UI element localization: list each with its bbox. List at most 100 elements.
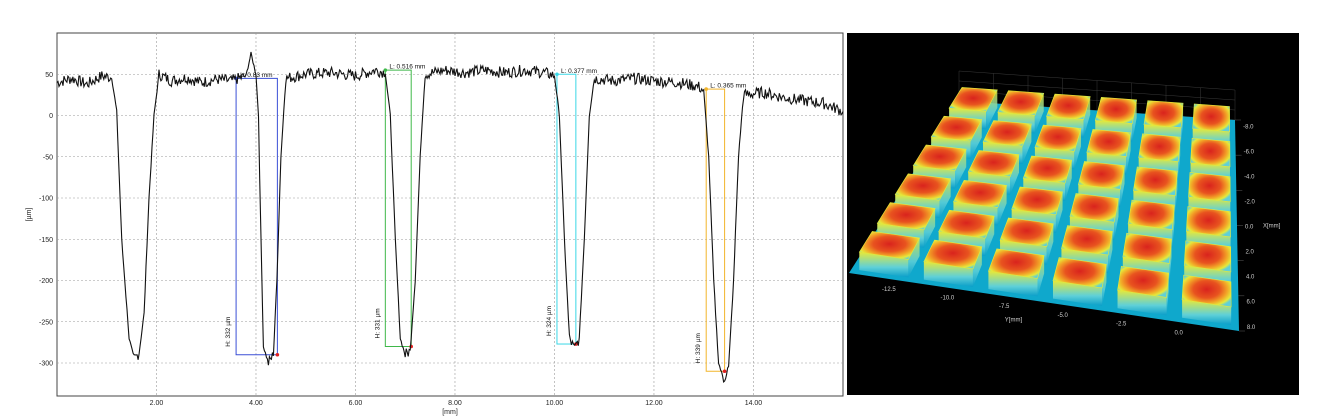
plot-area xyxy=(56,32,844,397)
x-tick-label: 10.00 xyxy=(546,400,564,407)
pad-side xyxy=(1083,96,1091,138)
pad-top xyxy=(997,90,1045,116)
y-tick-label: 50 xyxy=(45,72,53,79)
pad-top xyxy=(876,202,936,231)
pad-top xyxy=(1192,103,1231,133)
pad-side xyxy=(1108,231,1113,274)
surface-y-tick-label: -10.0 xyxy=(941,296,955,302)
pad-top xyxy=(1122,232,1172,264)
surface-pads xyxy=(858,87,1232,325)
pad-side xyxy=(1182,299,1232,325)
pad-side xyxy=(923,261,973,287)
pad-side xyxy=(939,178,951,219)
pad-top xyxy=(930,115,983,142)
pad-side xyxy=(970,119,982,159)
pad-top xyxy=(912,144,967,171)
pad-side xyxy=(1181,103,1184,146)
y-tick-label: -250 xyxy=(39,319,53,326)
pad-side xyxy=(923,208,936,248)
x-axis-label: [mm] xyxy=(442,409,458,416)
surface-x-tick-label: 2.0 xyxy=(1245,250,1254,256)
surface-y-tick-label: -12.5 xyxy=(882,287,896,293)
pad-side xyxy=(997,185,1007,226)
pad-top xyxy=(1034,124,1082,152)
pad-side xyxy=(1010,154,1019,195)
surface-x-axis-label: X[mm] xyxy=(1263,224,1281,230)
pad-side xyxy=(859,252,909,278)
surface-y-tick-label: -2.5 xyxy=(1116,322,1127,328)
pad-side xyxy=(1178,137,1181,180)
pad-side xyxy=(1175,171,1178,214)
pad-side xyxy=(1074,128,1081,170)
pad-side xyxy=(1172,205,1175,248)
surface-x-tick-label: 8.0 xyxy=(1247,325,1256,331)
surface-grid-line xyxy=(958,70,1236,91)
pad-top xyxy=(967,150,1020,178)
pad-top xyxy=(1188,172,1231,203)
surface-x-tick-label: 4.0 xyxy=(1246,275,1255,281)
pad-top xyxy=(1086,129,1131,157)
pad-side xyxy=(955,149,967,189)
pad-top xyxy=(1186,206,1231,238)
surface-y-tick-label: -5.0 xyxy=(1058,313,1069,319)
surface-grid xyxy=(958,70,1245,332)
pad-side xyxy=(1037,255,1045,297)
pad-top xyxy=(1127,199,1175,230)
width-label: L: 0.516 mm xyxy=(389,64,425,71)
y-axis-label: [µm] xyxy=(26,208,33,222)
pad-side xyxy=(1117,290,1167,316)
surface-y-tick-labels: -12.5 -10.0 -7.5 -5.0 -2.5 0.0 xyxy=(882,287,1184,337)
pad-top xyxy=(1133,166,1178,196)
height-label: H: 324 µm xyxy=(546,306,553,336)
pad-top xyxy=(938,209,995,239)
pad-top xyxy=(1117,265,1169,298)
pad-top xyxy=(1052,257,1107,289)
pad-top xyxy=(988,248,1045,279)
pad-side xyxy=(988,271,1038,297)
pad-top xyxy=(1181,274,1232,308)
measure-box xyxy=(384,69,412,347)
y-tick-label: -200 xyxy=(39,278,53,285)
height-label: H: 331 µm xyxy=(374,308,381,338)
y-tick-label: -50 xyxy=(43,154,53,161)
surface-x-tick-label: 6.0 xyxy=(1246,300,1255,306)
pad-top xyxy=(1143,100,1184,128)
surface-x-tick-label: 0.0 xyxy=(1245,225,1254,231)
pad-side xyxy=(1046,223,1054,265)
pad-side xyxy=(1132,99,1137,142)
pad-top xyxy=(1011,186,1063,216)
pad-top xyxy=(1138,133,1181,162)
surface-x-tick-label: -8.0 xyxy=(1243,124,1254,130)
pad-side xyxy=(1169,239,1172,282)
pad-side xyxy=(972,246,982,287)
pad-side xyxy=(1034,93,1044,134)
surface-x-tick-label: -4.0 xyxy=(1244,174,1255,180)
measure-marker xyxy=(383,68,388,72)
pad-side xyxy=(986,89,998,130)
measure-box xyxy=(556,73,577,345)
width-label: L: 0.377 mm xyxy=(561,68,597,75)
x-tick-labels: 2.00 4.00 6.00 8.00 10.00 12.00 14.00 xyxy=(150,400,763,407)
pad-top xyxy=(858,231,921,260)
profile-line xyxy=(56,51,844,383)
y-tick-label: -300 xyxy=(39,361,53,368)
measure-marker xyxy=(275,352,280,357)
pad-top xyxy=(1046,93,1091,120)
pad-top xyxy=(948,87,998,112)
y-tick-label: 0 xyxy=(49,113,53,120)
measure-marker xyxy=(722,369,727,374)
pad-side xyxy=(1126,132,1131,175)
pad-top xyxy=(894,173,952,201)
pad-side xyxy=(1102,264,1107,306)
height-label: H: 339 µm xyxy=(695,333,702,363)
measure-marker xyxy=(704,87,708,91)
pad-top xyxy=(1061,225,1113,256)
pad-top xyxy=(923,239,983,270)
pad-top xyxy=(952,180,1008,208)
x-tick-label: 8.00 xyxy=(448,400,462,407)
x-tick-label: 2.00 xyxy=(150,400,164,407)
pad-top xyxy=(999,217,1054,247)
measure-box xyxy=(705,88,726,372)
surface-y-tick-label: -7.5 xyxy=(999,304,1010,310)
x-tick-label: 14.00 xyxy=(745,400,763,407)
